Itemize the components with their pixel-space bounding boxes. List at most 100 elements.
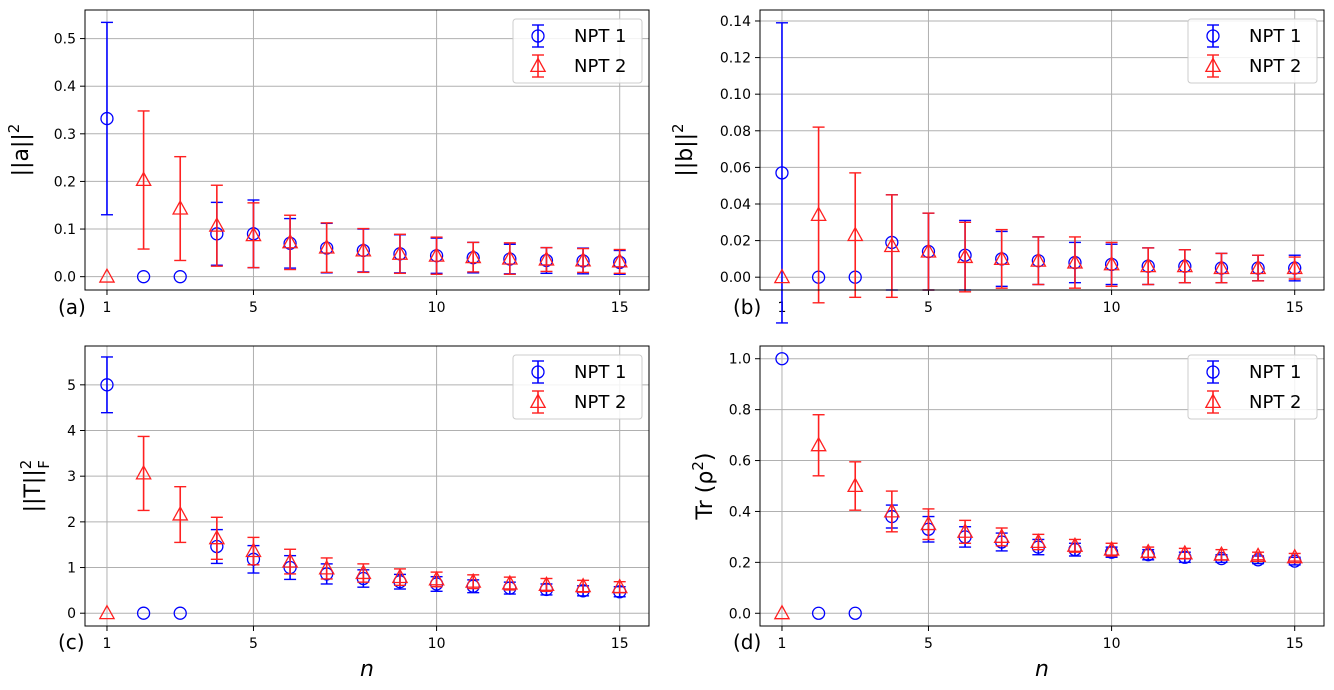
data-point-circle	[100, 111, 114, 126]
data-point-triangle	[135, 464, 152, 480]
data-point-triangle	[391, 244, 409, 260]
data-point-triangle	[846, 226, 864, 242]
data-point-triangle	[956, 522, 974, 538]
error-bar	[320, 222, 333, 274]
data-point-triangle	[281, 552, 299, 568]
plot-frame	[759, 345, 1325, 627]
error-bar	[1288, 552, 1301, 562]
error-bar	[995, 228, 1008, 289]
legend-marker-circle	[531, 365, 545, 379]
error-bar	[959, 221, 972, 293]
legend-item: NPT 2	[1204, 54, 1302, 78]
data-point-triangle	[1030, 251, 1047, 267]
data-point-triangle	[501, 249, 519, 265]
data-point-triangle	[611, 578, 628, 594]
plot-frame	[84, 9, 650, 291]
error-bar	[357, 563, 370, 583]
data-point-triangle	[1249, 547, 1267, 563]
legend-marker-triangle	[1204, 57, 1222, 73]
y-tick-label: 0.04	[720, 197, 751, 213]
error-bar	[284, 214, 297, 271]
panel-label: (d)	[733, 630, 761, 654]
data-point-triangle	[773, 604, 791, 620]
y-tick-label: 0.00	[720, 270, 751, 286]
error-bar	[174, 485, 187, 544]
data-point-triangle	[1139, 543, 1157, 559]
y-tick-label: 0.12	[720, 51, 751, 67]
data-point-triangle	[391, 568, 409, 584]
data-point-triangle	[1066, 536, 1084, 552]
legend-marker-triangle	[529, 57, 547, 73]
y-tick-label: 0.5	[54, 32, 76, 48]
data-point-triangle	[1030, 533, 1047, 549]
error-bar	[137, 435, 150, 512]
legend-item: NPT 1	[531, 360, 627, 384]
y-axis-label: Tr (ρ2)	[689, 453, 718, 521]
data-point-triangle	[846, 477, 864, 493]
data-point-circle	[136, 270, 151, 284]
y-axis-label: ||T||2F	[17, 460, 53, 513]
y-axis-label: ||b||2	[669, 123, 698, 176]
data-point-triangle	[318, 238, 335, 254]
error-bar	[885, 194, 898, 299]
y-axis-label-close: )	[693, 453, 718, 462]
error-bar	[849, 172, 862, 299]
error-bar	[1068, 236, 1081, 289]
y-tick-label: 0.4	[729, 504, 751, 520]
data-point-triangle	[245, 542, 262, 558]
data-point-triangle	[281, 233, 299, 249]
data-point-triangle	[611, 252, 628, 268]
panel-label: (c)	[58, 630, 85, 654]
y-tick-label: 0.2	[729, 555, 751, 571]
error-bar	[100, 21, 113, 216]
x-axis-label: n	[1035, 657, 1049, 682]
data-point-triangle	[1213, 545, 1230, 561]
data-point-triangle	[208, 216, 226, 232]
data-point-triangle	[1103, 255, 1120, 271]
x-tick-label: 10	[1103, 636, 1121, 652]
error-bar	[137, 110, 150, 250]
x-tick-label: 10	[428, 300, 446, 316]
plot-frame	[759, 9, 1325, 291]
data-point-circle	[775, 166, 789, 180]
x-tick-label: 15	[611, 636, 629, 652]
error-bar	[430, 236, 443, 275]
legend-item: NPT 2	[529, 54, 627, 78]
error-bar	[100, 356, 113, 414]
error-bar	[1215, 252, 1228, 284]
y-axis-label-main: ||a||	[9, 133, 34, 176]
y-tick-label: 0.8	[729, 403, 751, 419]
x-tick-label: 1	[103, 636, 112, 652]
data-point-triangle	[1213, 259, 1230, 275]
x-tick-label: 1	[103, 300, 112, 316]
error-bar	[247, 536, 260, 566]
y-tick-label: 0.6	[729, 454, 751, 470]
panel-label: (a)	[58, 295, 86, 319]
data-point-triangle	[428, 570, 445, 586]
error-bar	[393, 233, 406, 275]
data-point-triangle	[98, 604, 116, 620]
y-tick-label: 0.08	[720, 124, 751, 140]
legend-box	[1187, 354, 1318, 420]
legend-label: NPT 2	[574, 56, 627, 77]
y-axis-label-subscript: F	[35, 460, 53, 469]
y-axis-label-superscript: 2	[5, 124, 23, 134]
error-bar	[1142, 247, 1155, 286]
legend-item: NPT 1	[1206, 360, 1302, 384]
data-point-circle	[173, 606, 187, 620]
legend-item: NPT 1	[1206, 24, 1302, 48]
x-axis-label: n	[360, 657, 374, 682]
legend-marker-triangle	[1204, 393, 1222, 409]
y-tick-label: 5	[67, 378, 76, 394]
error-bar	[1032, 236, 1045, 286]
y-tick-label: 0	[67, 606, 76, 622]
data-point-circle	[848, 606, 862, 620]
data-point-triangle	[355, 241, 372, 257]
plot-frame	[84, 345, 650, 627]
y-tick-label: 0.0	[729, 606, 751, 622]
y-tick-label: 3	[67, 469, 76, 485]
error-bar	[210, 184, 223, 267]
y-axis-label: ||a||2	[5, 124, 34, 177]
